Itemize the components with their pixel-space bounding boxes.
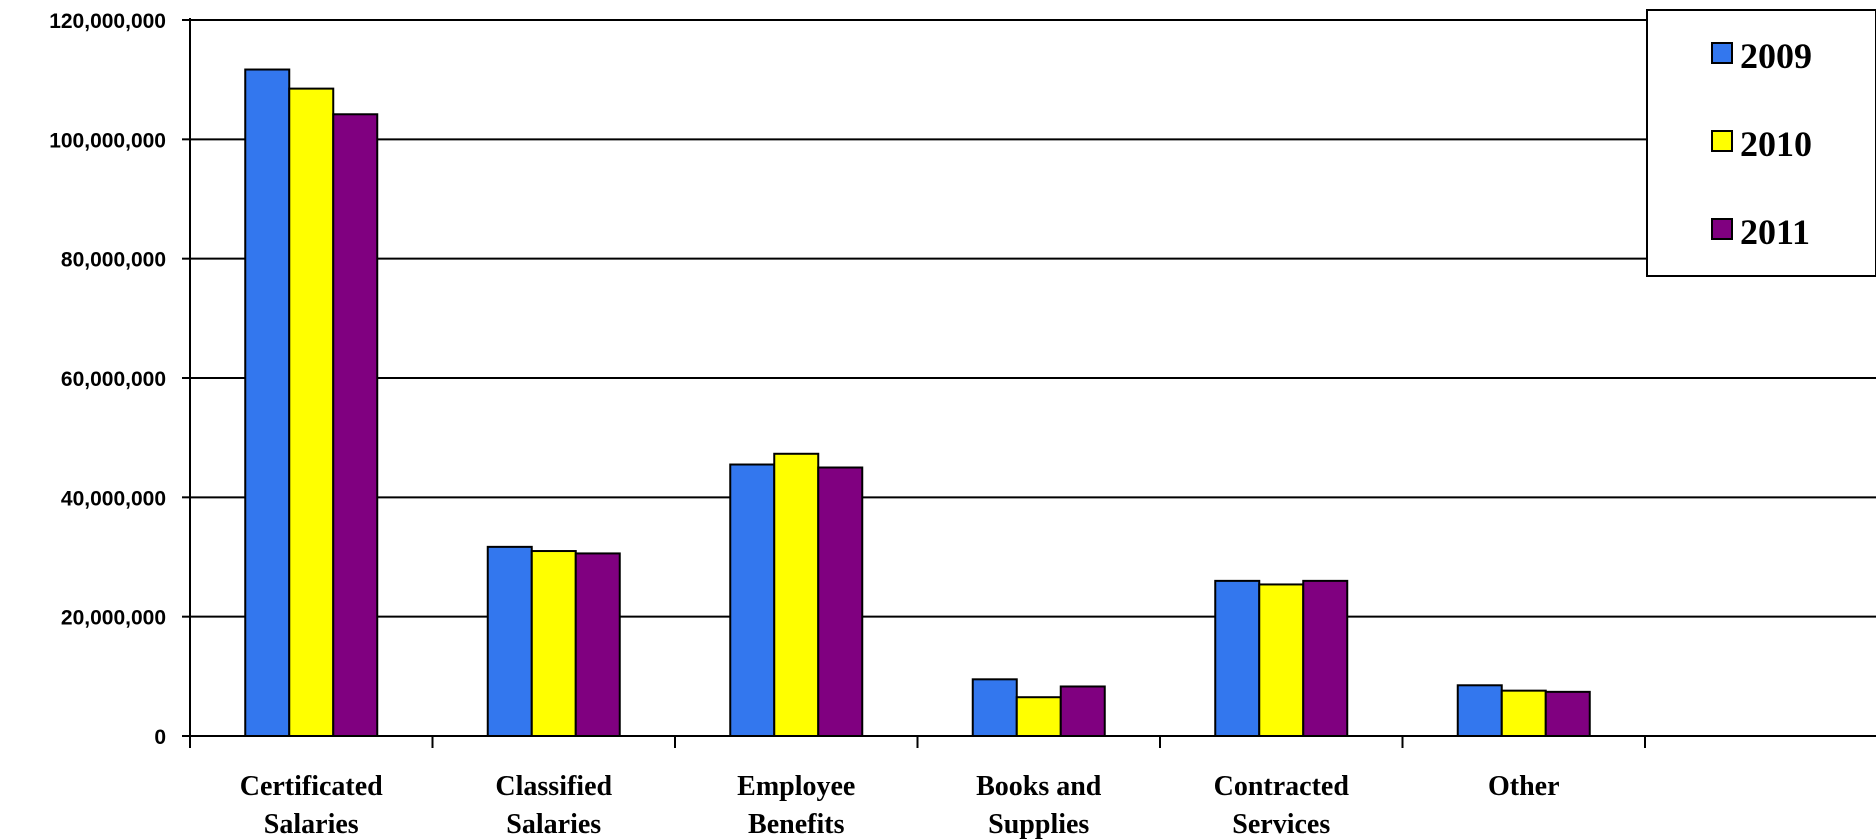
- legend-label-2009: 2009: [1740, 36, 1812, 76]
- y-tick-label: 80,000,000: [61, 249, 166, 272]
- y-tick-label: 120,000,000: [49, 10, 166, 33]
- x-category-label: Salaries: [506, 809, 601, 839]
- x-category-label: Classified: [495, 771, 612, 802]
- bar-2009-3: [971, 678, 1018, 737]
- legend-swatch-2009: [1711, 42, 1733, 64]
- y-tick-label: 40,000,000: [61, 487, 166, 510]
- bar-2011-1: [574, 552, 621, 737]
- legend-swatch-2011: [1711, 218, 1733, 240]
- x-category-label: Other: [1488, 771, 1560, 802]
- x-category-label: Certificated: [240, 771, 383, 802]
- bar-2011-4: [1302, 579, 1349, 737]
- x-category-label: Benefits: [748, 809, 845, 839]
- y-tick-label: 0: [154, 726, 166, 749]
- legend-label-2011: 2011: [1740, 212, 1810, 252]
- bar-2010-4: [1258, 583, 1305, 737]
- bar-2009-5: [1456, 684, 1503, 737]
- bar-2011-2: [817, 466, 864, 737]
- y-tick-label: 20,000,000: [61, 607, 166, 630]
- bar-2009-1: [486, 545, 533, 738]
- x-category-label: Supplies: [988, 809, 1089, 839]
- bar-2011-5: [1544, 690, 1591, 738]
- x-category-label: Services: [1232, 809, 1330, 839]
- legend-box: [1646, 9, 1876, 277]
- bar-2009-0: [244, 68, 291, 738]
- bars: [244, 68, 1591, 738]
- y-tick-label: 60,000,000: [61, 368, 166, 391]
- labels: 0 20,000,000 40,000,000 60,000,000 80,000,00…: [49, 10, 1559, 839]
- legend-label-2010: 2010: [1740, 124, 1812, 164]
- bar-2011-3: [1059, 685, 1106, 738]
- bar-2011-0: [332, 113, 379, 738]
- bar-2009-4: [1214, 579, 1261, 737]
- bar-2010-5: [1500, 689, 1547, 737]
- x-category-label: Salaries: [264, 809, 359, 839]
- bar-2010-3: [1015, 696, 1062, 738]
- bar-2010-2: [773, 452, 820, 737]
- x-category-label: Employee: [737, 771, 855, 802]
- bar-2010-1: [530, 550, 577, 737]
- bar-2010-0: [288, 87, 335, 738]
- x-category-label: Books and: [976, 771, 1102, 802]
- legend: 2009 2010 2011: [1646, 9, 1876, 277]
- x-category-label: Contracted: [1214, 771, 1350, 802]
- bar-2009-2: [729, 463, 776, 737]
- gridlines: [190, 19, 1876, 618]
- legend-swatch-2010: [1711, 130, 1733, 152]
- axes: [182, 18, 1876, 748]
- y-tick-label: 100,000,000: [49, 129, 166, 152]
